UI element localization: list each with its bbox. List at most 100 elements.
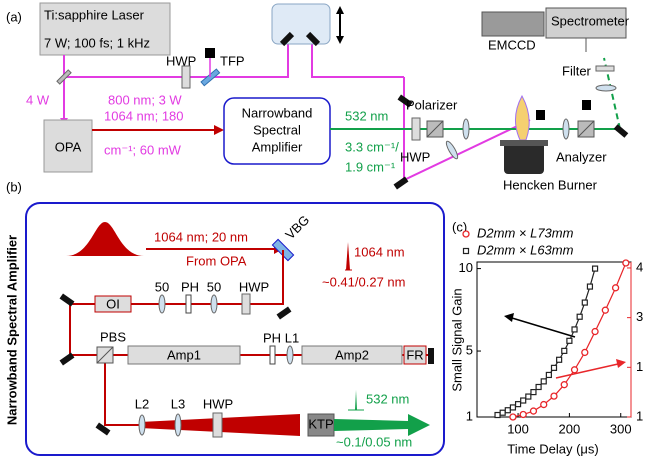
beam-dump xyxy=(582,100,591,110)
data-point xyxy=(500,410,505,415)
beam-532: 1.9 cm⁻¹ xyxy=(345,159,396,174)
width-532: ~0.1/0.05 nm xyxy=(336,434,412,449)
lens-label: 50 xyxy=(207,279,221,294)
data-point xyxy=(541,379,546,384)
output-1064: 1064 nm xyxy=(354,244,405,259)
pointer-arrow xyxy=(512,318,575,337)
data-point xyxy=(526,394,531,399)
y-tick-label: 10 xyxy=(459,260,473,275)
panel-c: (c) Time Delay (μs) Small Signal Gain 10… xyxy=(449,219,643,456)
data-point xyxy=(530,408,536,414)
figure: (a) Ti:sapphire Laser 7 W; 100 fs; 1 kHz… xyxy=(0,0,648,461)
y2-tick-label: 1 xyxy=(636,359,643,374)
input-label: 1064 nm; 20 nm xyxy=(154,229,248,244)
y-tick-label: 5 xyxy=(466,342,473,357)
laser-name: Ti:sapphire Laser xyxy=(44,7,145,22)
data-point xyxy=(505,408,510,413)
beam-532: 532 nm xyxy=(345,108,388,123)
data-point xyxy=(516,402,521,407)
legend-label: D2mm × L73mm xyxy=(477,225,574,240)
data-point xyxy=(495,413,500,418)
data-point xyxy=(587,284,592,289)
legend-marker xyxy=(463,231,469,237)
lens xyxy=(287,346,293,364)
y2-tick-label: 1 xyxy=(636,408,643,423)
series-line xyxy=(498,269,596,415)
data-point xyxy=(567,338,572,343)
width-1064: ~0.41/0.27 nm xyxy=(322,274,405,289)
ph-label: PH xyxy=(263,330,281,345)
hwp xyxy=(182,66,190,88)
polarizer-label: Polarizer xyxy=(406,97,458,112)
y2-tick-label: 4 xyxy=(636,259,643,274)
amplifier-label: Spectral xyxy=(253,122,301,137)
l1-label: L1 xyxy=(285,330,299,345)
data-point xyxy=(582,300,587,305)
data-point xyxy=(602,307,608,313)
laser-specs: 7 W; 100 fs; 1 kHz xyxy=(44,35,150,50)
data-point xyxy=(561,382,567,388)
hwp xyxy=(242,294,250,314)
data-point xyxy=(572,367,578,373)
arrow-head xyxy=(214,125,224,135)
hwp-label: HWP xyxy=(166,53,196,68)
l3-label: L3 xyxy=(171,396,185,411)
lens-label: 50 xyxy=(155,279,169,294)
hwp xyxy=(213,413,222,437)
data-point xyxy=(577,314,582,319)
pump-power: 4 W xyxy=(26,92,50,107)
analyzer-label: Analyzer xyxy=(556,149,607,164)
data-point xyxy=(562,348,567,353)
source-label: From OPA xyxy=(186,253,247,268)
burner-top xyxy=(500,140,548,146)
periscope xyxy=(272,4,330,44)
opa-label: OPA xyxy=(55,139,82,154)
amplifier-label: Narrowband xyxy=(242,105,313,120)
arrow-head xyxy=(336,36,344,44)
lens xyxy=(463,119,469,139)
polarizer-plate xyxy=(412,118,420,140)
x-tick-label: 100 xyxy=(507,421,529,436)
x-axis-title: Time Delay (μs) xyxy=(507,441,599,456)
lens xyxy=(159,295,165,313)
panel-label: (b) xyxy=(6,179,22,194)
arrow-head xyxy=(616,359,626,368)
mirror xyxy=(394,177,409,190)
hwp-label: HWP xyxy=(203,396,233,411)
data-point xyxy=(592,329,598,335)
mirror xyxy=(428,348,434,364)
burner-label: Hencken Burner xyxy=(503,177,598,192)
data-point xyxy=(520,412,526,418)
data-point xyxy=(551,393,557,399)
data-point xyxy=(582,349,588,355)
data-point xyxy=(557,357,562,362)
oi-label: OI xyxy=(106,296,120,311)
amp2-label: Amp2 xyxy=(335,347,369,362)
tfp-label: TFP xyxy=(220,53,245,68)
emccd-label: EMCCD xyxy=(488,37,536,52)
amplifier-title: Narrowband Spectral Amplifier xyxy=(4,235,19,425)
amplifier-label: Amplifier xyxy=(252,139,303,154)
spectrometer-label: Spectrometer xyxy=(551,13,630,28)
y2-tick-label: 3 xyxy=(636,309,643,324)
data-point xyxy=(510,414,516,420)
amp1-label: Amp1 xyxy=(167,347,201,362)
data-point xyxy=(572,327,577,332)
data-point xyxy=(552,365,557,370)
y-axis-title: Small Signal Gain xyxy=(449,288,464,391)
legend-marker xyxy=(464,249,469,254)
filter-label: Filter xyxy=(562,63,592,78)
x-tick-label: 300 xyxy=(610,421,632,436)
pinhole xyxy=(186,295,191,313)
hwp-label: HWP xyxy=(400,149,430,164)
l2-label: L2 xyxy=(135,396,149,411)
data-point xyxy=(613,285,619,291)
data-point xyxy=(536,384,541,389)
flame xyxy=(515,96,529,140)
beam-dump xyxy=(205,48,215,58)
output-532: 532 nm xyxy=(366,391,409,406)
data-point xyxy=(521,398,526,403)
data-point xyxy=(541,402,547,408)
panel-b: (b) Narrowband Spectral Amplifier 1064 n… xyxy=(4,179,444,455)
data-point xyxy=(623,260,629,266)
